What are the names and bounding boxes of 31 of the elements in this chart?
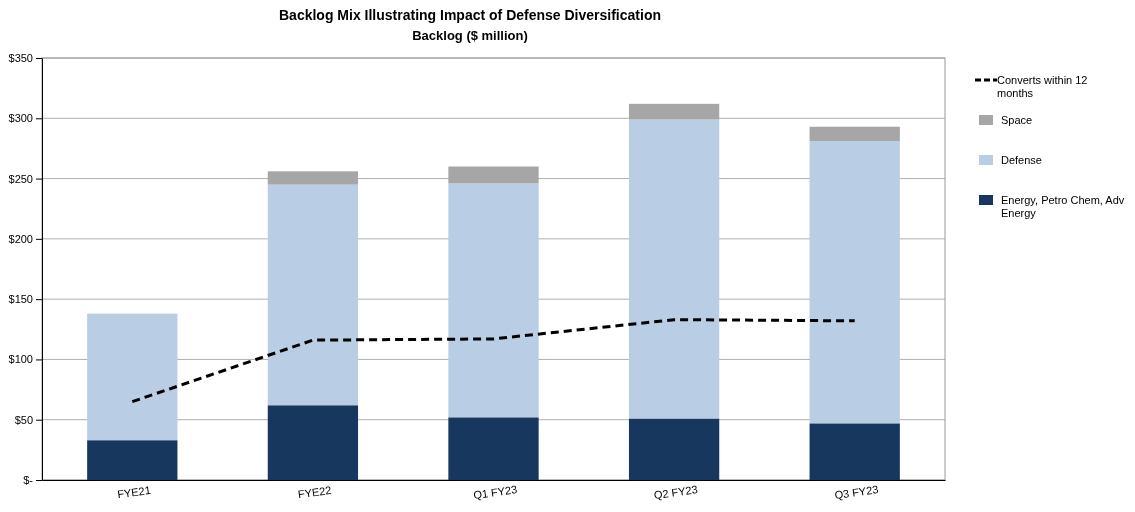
bar [87,440,178,480]
y-tick-label: $- [23,474,34,487]
x-tick-label: FYE21 [116,483,152,501]
x-tick-label: Q1 FY23 [472,483,518,502]
legend-label: Defense [1001,154,1042,166]
bar [267,405,359,480]
bar [809,423,900,480]
bar [87,313,178,441]
legend-label: Energy, Petro Chem, Adv Energy [1001,194,1125,219]
y-tick-label: $350 [8,52,33,65]
line-series [130,318,857,404]
legend-label: Space [1001,114,1033,126]
x-tick-label: Q2 FY23 [653,483,699,502]
bar [809,141,900,424]
y-tick-label: $250 [8,172,33,185]
bar [448,417,539,480]
bar [628,418,720,480]
bar [628,119,720,419]
x-tick-label: Q3 FY23 [833,483,880,502]
x-tick-label: FYE22 [297,483,333,501]
chart-title: Backlog Mix Illustrating Impact of Defense Diversification [279,7,661,23]
legend-label: Converts within 12 months [997,74,1088,99]
y-tick-label: $150 [8,293,33,306]
y-tick-label: $300 [8,112,33,125]
y-tick-label: $200 [8,232,33,245]
bar [809,126,900,142]
y-tick-label: $50 [14,413,33,426]
chart-subtitle: Backlog ($ million) [412,28,528,43]
y-tick-label: $100 [8,353,33,366]
bar [267,184,359,406]
bar [448,183,539,418]
